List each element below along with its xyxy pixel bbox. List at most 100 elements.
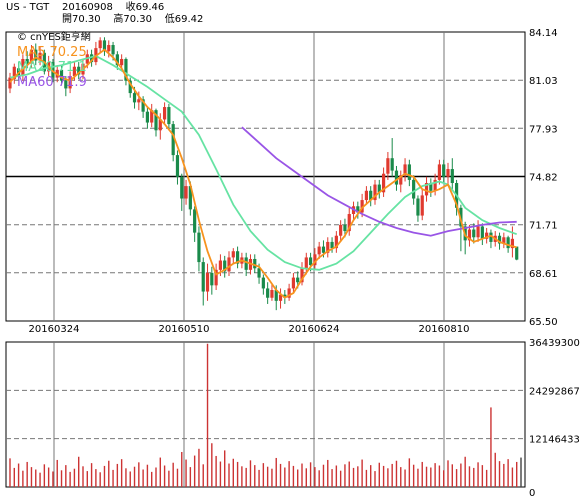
- candle: [227, 251, 231, 277]
- candle-body: [356, 206, 360, 213]
- candle: [205, 263, 210, 301]
- moving-averages: [9, 48, 518, 299]
- candle: [184, 179, 188, 205]
- candle-body: [381, 173, 386, 193]
- candle-body: [253, 258, 257, 269]
- candle: [102, 37, 107, 56]
- candle-body: [89, 54, 94, 63]
- volume-tick-label: 0: [529, 488, 535, 499]
- volume-bars: [9, 343, 522, 487]
- candle-body: [38, 52, 42, 61]
- candle: [197, 226, 201, 272]
- candle: [339, 220, 343, 242]
- candle: [154, 108, 158, 137]
- candle-body: [145, 111, 150, 123]
- candle-body: [231, 251, 235, 258]
- candle-body: [175, 155, 180, 177]
- candle: [287, 283, 291, 301]
- candle: [278, 288, 283, 309]
- candle-body: [416, 198, 420, 216]
- candle-body: [201, 262, 205, 292]
- ma5-legend: MA5 70.25: [17, 45, 87, 60]
- candle-body: [412, 179, 416, 199]
- candle: [141, 96, 145, 118]
- candle: [98, 37, 102, 53]
- candle-body: [162, 107, 167, 120]
- ma5-line: [9, 48, 517, 299]
- candle-body: [343, 224, 347, 232]
- candle-body: [205, 272, 210, 292]
- candle-body: [115, 54, 119, 66]
- candle-body: [497, 235, 502, 244]
- candle: [304, 252, 308, 275]
- candle-body: [472, 229, 476, 238]
- candle-body: [227, 257, 231, 272]
- high-label: 高70.30: [113, 14, 152, 25]
- candle-body: [480, 226, 484, 239]
- candle: [231, 248, 235, 264]
- candle: [175, 150, 180, 185]
- candle: [399, 170, 403, 193]
- candle-body: [21, 58, 25, 77]
- candle-body: [266, 288, 270, 298]
- close-label: 收69.46: [125, 2, 165, 13]
- candle-body: [339, 224, 343, 236]
- candle-body: [244, 257, 248, 270]
- candle: [407, 159, 411, 187]
- candle: [8, 72, 12, 94]
- source-label: © cnYES鉅亨網: [17, 30, 91, 43]
- candle-body: [8, 77, 12, 89]
- candle: [502, 232, 506, 249]
- candle: [424, 176, 429, 202]
- candle: [467, 224, 472, 247]
- candle-body: [424, 183, 429, 196]
- volume-y-ticks: 36439300 24292867 12146433 0: [529, 338, 580, 499]
- candle: [223, 255, 227, 278]
- candle-body: [407, 164, 411, 180]
- candle-body: [446, 169, 450, 177]
- candle-body: [510, 238, 515, 249]
- candle: [485, 227, 489, 244]
- candle: [29, 45, 34, 69]
- candle: [420, 189, 424, 221]
- candle-body: [476, 226, 480, 238]
- volume-tick-label: 24292867: [529, 386, 580, 397]
- candle: [429, 178, 433, 197]
- symbol-label: US - TGT: [6, 2, 50, 13]
- candle: [235, 246, 240, 269]
- candle: [476, 220, 480, 242]
- candle: [442, 159, 446, 184]
- candle-body: [296, 277, 300, 283]
- candle-body: [450, 169, 454, 184]
- candle-body: [150, 110, 154, 123]
- candle: [446, 162, 450, 185]
- candle-body: [274, 289, 278, 301]
- candle-body: [137, 99, 141, 103]
- candle-body: [442, 164, 446, 177]
- candle: [68, 71, 72, 94]
- candle-body: [360, 200, 364, 213]
- candle-body: [29, 49, 34, 64]
- candle-body: [420, 195, 424, 216]
- candle-body: [107, 45, 111, 52]
- price-grid: [6, 32, 525, 321]
- candle: [150, 103, 154, 128]
- candle: [313, 248, 317, 270]
- candle: [210, 266, 214, 295]
- candle: [137, 91, 141, 111]
- candle-body: [171, 124, 175, 156]
- date-tick-label: 20160624: [289, 324, 340, 335]
- candle: [38, 46, 42, 66]
- volume-panel: 36439300 24292867 12146433 0: [5, 338, 580, 499]
- candle-body: [158, 119, 162, 131]
- candle-body: [132, 93, 137, 103]
- candle-body: [485, 232, 489, 239]
- candle-body: [506, 237, 510, 249]
- ma20-line: [9, 54, 518, 271]
- candle-body: [120, 58, 124, 66]
- low-label: 低69.42: [164, 14, 204, 25]
- ma60-line: [241, 126, 517, 237]
- candle: [489, 229, 493, 249]
- candle-body: [235, 251, 240, 264]
- candle: [347, 207, 351, 236]
